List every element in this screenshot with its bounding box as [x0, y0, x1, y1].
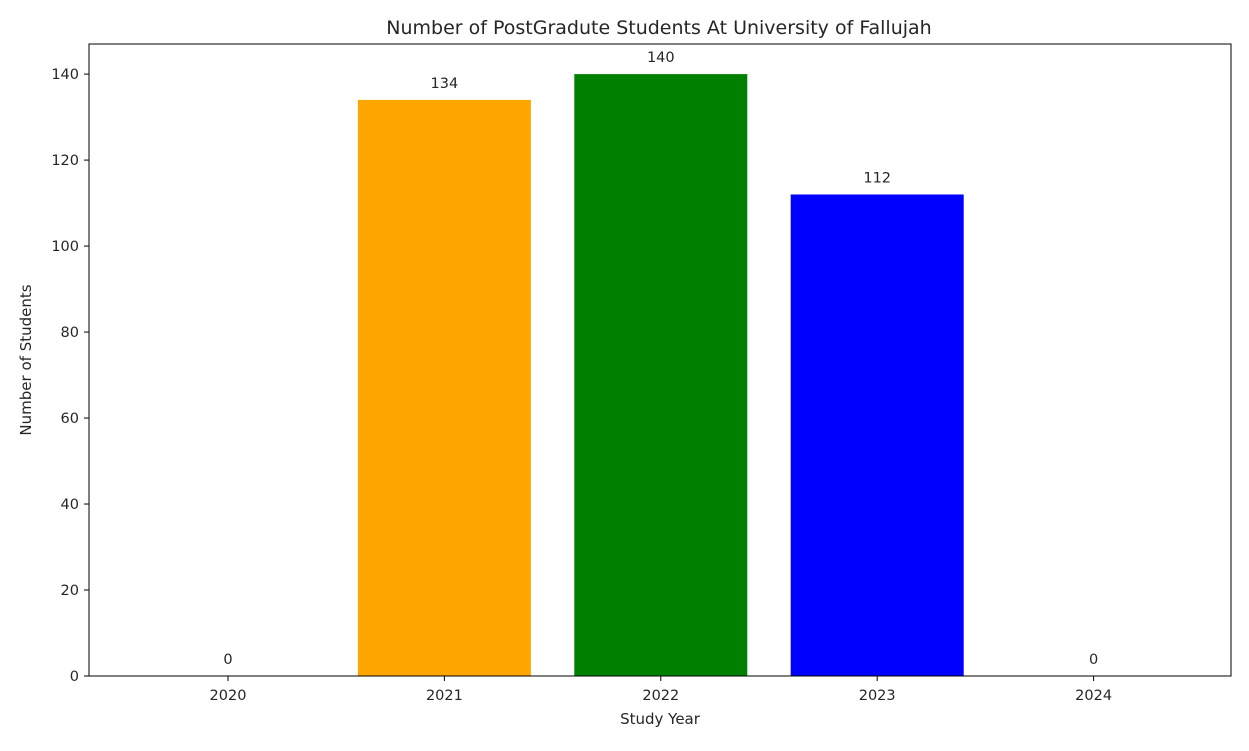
ticks-layer: 2020 2021 2022 2023 2024 0 20 40 60 80 100 120 140	[51, 67, 1112, 704]
bar-2023	[790, 194, 964, 676]
y-tick-label-40: 40	[61, 497, 79, 513]
bars-layer: 0 134 140 112 0	[223, 50, 1098, 677]
bar-2021	[357, 99, 531, 676]
bar-2022	[574, 74, 748, 677]
y-tick-label-100: 100	[51, 239, 79, 255]
x-tick-label-2022: 2022	[642, 688, 679, 704]
x-tick-label-2021: 2021	[426, 688, 463, 704]
y-tick-label-0: 0	[70, 669, 79, 685]
y-axis-label: Number of Students	[17, 284, 35, 435]
x-axis-label: Study Year	[620, 710, 701, 728]
x-tick-label-2024: 2024	[1075, 688, 1112, 704]
y-tick-label-80: 80	[61, 325, 79, 341]
data-label-2024: 0	[1089, 652, 1098, 668]
plot-frame	[88, 43, 1232, 677]
y-tick-label-20: 20	[61, 583, 79, 599]
data-label-2021: 134	[431, 76, 459, 92]
x-tick-label-2023: 2023	[859, 688, 896, 704]
data-label-2022: 140	[647, 50, 675, 66]
data-label-2020: 0	[223, 652, 232, 668]
y-tick-label-140: 140	[51, 67, 79, 83]
data-label-2023: 112	[863, 170, 891, 186]
y-tick-label-60: 60	[61, 411, 79, 427]
y-tick-label-120: 120	[51, 153, 79, 169]
x-tick-label-2020: 2020	[210, 688, 247, 704]
chart-title: Number of PostGradute Students At Univer…	[386, 17, 931, 39]
